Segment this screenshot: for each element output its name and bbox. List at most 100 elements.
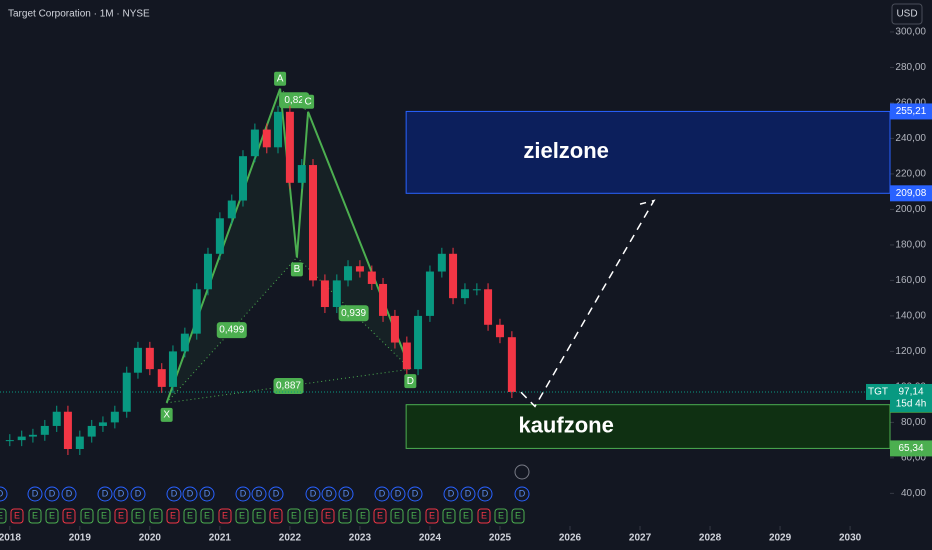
earnings-icon — [477, 508, 491, 524]
dividend-icon — [374, 486, 390, 502]
dividend-label: D — [395, 488, 402, 498]
y-tick-label: 80,00 — [901, 417, 926, 428]
candle — [110, 411, 119, 423]
dividend-label: D — [204, 488, 211, 498]
earnings-icon — [166, 508, 180, 524]
earnings-icon — [200, 508, 214, 524]
candle — [414, 315, 423, 370]
dividend-label: D — [171, 488, 178, 498]
price-tag — [890, 440, 932, 457]
earnings-icon — [62, 508, 76, 524]
currency-button[interactable] — [891, 3, 923, 25]
earnings-label: E — [411, 510, 417, 520]
x-tick-label: 2030 — [839, 533, 862, 544]
candle — [227, 200, 236, 219]
candle — [355, 266, 364, 272]
ratio-box — [338, 305, 369, 322]
dividend-icon — [199, 486, 215, 502]
earnings-icon — [235, 508, 249, 524]
candle — [262, 129, 271, 148]
earnings-label: E — [291, 510, 297, 520]
candle — [460, 289, 469, 299]
price-tag — [890, 383, 932, 412]
candle — [203, 253, 212, 290]
point-label: A — [277, 73, 284, 84]
dividend-label: D — [49, 488, 56, 498]
point-box — [160, 407, 173, 422]
x-tick-label: 2029 — [769, 533, 792, 544]
earnings-icon — [442, 508, 456, 524]
earnings-icon — [321, 508, 335, 524]
candle — [437, 253, 446, 272]
earnings-icon — [114, 508, 128, 524]
y-tick-label: 300,00 — [895, 27, 926, 38]
candle — [87, 425, 96, 437]
alert-icon — [514, 464, 530, 480]
earnings-label: E — [49, 510, 55, 520]
y-tick-label: 260,00 — [895, 98, 926, 109]
dividend-label: D — [187, 488, 194, 498]
earnings-icon — [183, 508, 197, 524]
earnings-label: E — [32, 510, 38, 520]
earnings-icon — [425, 508, 439, 524]
dividend-label: D — [343, 488, 350, 498]
earnings-label: E — [394, 510, 400, 520]
price-tag-label: 65,34 — [898, 443, 923, 454]
x-tick-label: 2024 — [419, 533, 442, 544]
dividend-icon — [443, 486, 459, 502]
x-tick-label: 2021 — [209, 533, 232, 544]
dividend-icon — [338, 486, 354, 502]
earnings-label: E — [66, 510, 72, 520]
dividend-icon — [113, 486, 129, 502]
candle — [215, 218, 224, 254]
ratio-line — [296, 256, 411, 370]
zone-label: kaufzone — [518, 412, 613, 437]
zone — [405, 110, 891, 194]
earnings-label: E — [256, 510, 262, 520]
point-label: B — [294, 264, 301, 275]
earnings-label: E — [0, 510, 3, 520]
earnings-label: E — [153, 510, 159, 520]
dividend-icon — [130, 486, 146, 502]
candle — [285, 111, 294, 183]
x-tick-label: 2025 — [489, 533, 512, 544]
y-tick-label: 120,00 — [895, 346, 926, 357]
y-tick-label: 200,00 — [895, 204, 926, 215]
dividend-label: D — [66, 488, 73, 498]
dividend-label: D — [412, 488, 419, 498]
candle — [495, 324, 504, 338]
x-tick-label: 2023 — [349, 533, 372, 544]
dividend-label: D — [256, 488, 263, 498]
earnings-icon — [356, 508, 370, 524]
candle — [379, 283, 388, 316]
dividend-label: D — [379, 488, 386, 498]
currency[interactable]: USD — [896, 9, 917, 20]
earnings-icon — [80, 508, 94, 524]
x-tick-label: 2022 — [279, 533, 302, 544]
dividend-label: D — [102, 488, 109, 498]
price-tag-label: 209,08 — [896, 188, 927, 199]
y-tick-label: 40,00 — [901, 488, 926, 499]
earnings-label: E — [239, 510, 245, 520]
dividend-label: D — [135, 488, 142, 498]
countdown: 15d 4h — [896, 399, 927, 410]
symbol-tag — [866, 383, 890, 400]
dividend-label: D — [32, 488, 39, 498]
dividend-icon — [477, 486, 493, 502]
zone — [405, 404, 891, 449]
dividend-label: D — [482, 488, 489, 498]
earnings-label: E — [515, 510, 521, 520]
x-tick-label: 2020 — [139, 533, 162, 544]
dividend-icon — [235, 486, 251, 502]
earnings-icon — [269, 508, 283, 524]
candle — [63, 411, 72, 450]
dividend-label: D — [326, 488, 333, 498]
dividend-label: D — [448, 488, 455, 498]
candle — [273, 111, 282, 148]
earnings-icon — [97, 508, 111, 524]
dividend-icon — [44, 486, 60, 502]
earnings-label: E — [170, 510, 176, 520]
candle — [145, 347, 154, 370]
earnings-label: E — [377, 510, 383, 520]
